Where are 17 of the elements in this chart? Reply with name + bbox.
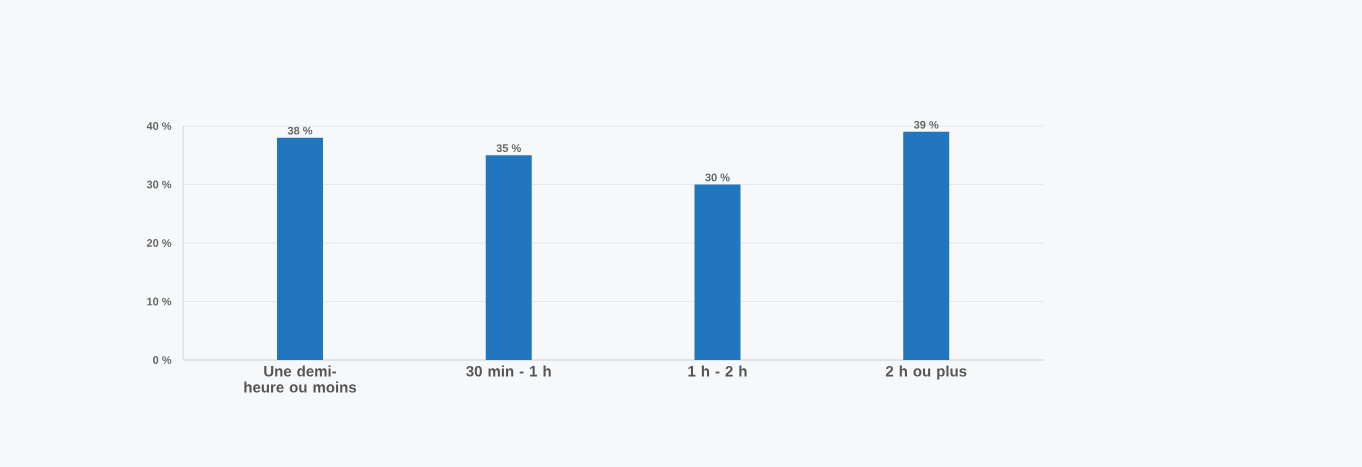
y-tick-label: 20 % <box>146 239 172 247</box>
data-label: 35 % <box>496 144 521 153</box>
x-tick-label: 2 h ou plus <box>885 365 967 380</box>
x-tick-label: Une demi-heure ou moins <box>244 365 357 393</box>
x-tick-label: 30 min - 1 h <box>466 365 551 377</box>
x-tick-label: 1 h - 2 h <box>688 365 747 377</box>
data-label: 39 % <box>913 120 939 129</box>
y-tick-label: 0 % <box>153 356 172 364</box>
bar <box>694 184 741 360</box>
data-label: 30 % <box>705 173 730 182</box>
bar <box>277 137 324 360</box>
y-tick-label: 40 % <box>146 122 172 130</box>
y-tick-label: 10 % <box>147 297 172 306</box>
y-tick-label: 30 % <box>146 180 172 189</box>
data-label: 38 % <box>287 126 313 135</box>
bar <box>903 131 950 360</box>
bar <box>485 155 532 360</box>
